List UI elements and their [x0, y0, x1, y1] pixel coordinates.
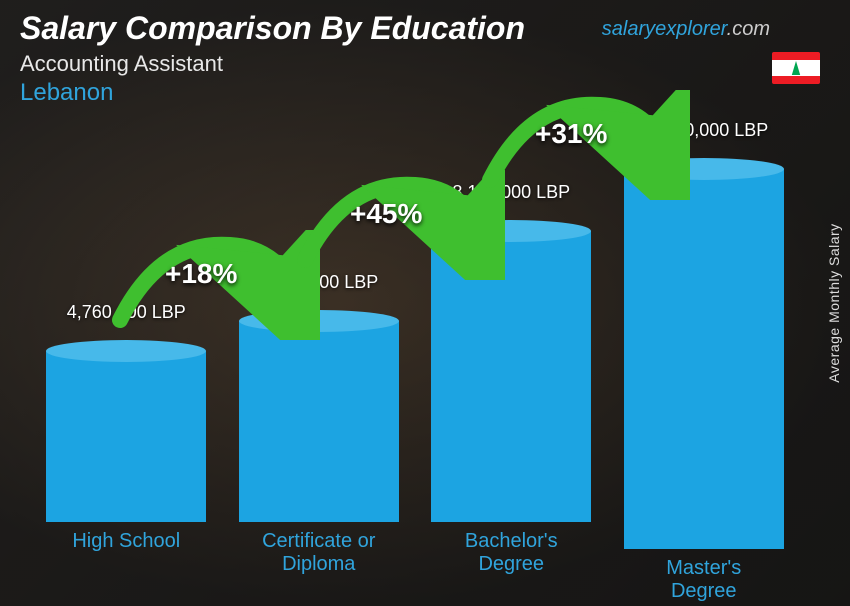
- chart-title: Salary Comparison By Education: [20, 10, 525, 47]
- bar-group: 4,760,000 LBP High School: [40, 120, 213, 576]
- bar-value: 8,110,000 LBP: [452, 182, 570, 203]
- increase-pct: +45%: [350, 198, 422, 230]
- flag-icon: [772, 52, 820, 84]
- brand-logo: salaryexplorer.com: [602, 18, 770, 41]
- job-subtitle: Accounting Assistant: [20, 51, 830, 77]
- bar: [46, 329, 206, 522]
- bar-label: Certificate orDiploma: [262, 530, 375, 576]
- increase-pct: +31%: [535, 118, 607, 150]
- bar: [239, 299, 399, 522]
- bar-label: Master'sDegree: [666, 557, 741, 603]
- yaxis-label: Average Monthly Salary: [826, 223, 842, 382]
- brand-suffix: .com: [727, 18, 770, 40]
- bar-value: 4,760,000 LBP: [67, 302, 186, 323]
- bar-value: 10,600,000 LBP: [639, 120, 768, 141]
- bar-group: 10,600,000 LBP Master'sDegree: [618, 120, 791, 576]
- bar-value: 5,600,000 LBP: [259, 272, 378, 293]
- bar-label: High School: [72, 530, 180, 576]
- bar-group: 8,110,000 LBP Bachelor'sDegree: [425, 120, 598, 576]
- header: Salary Comparison By Education salaryexp…: [20, 10, 830, 107]
- bar-label: Bachelor'sDegree: [465, 530, 558, 576]
- brand-main: salaryexplorer: [602, 18, 727, 40]
- bar: [624, 147, 784, 549]
- bar: [431, 209, 591, 522]
- increase-pct: +18%: [165, 258, 237, 290]
- bar-group: 5,600,000 LBP Certificate orDiploma: [233, 120, 406, 576]
- bar-chart: 4,760,000 LBP High School 5,600,000 LBP …: [40, 120, 790, 576]
- country-name: Lebanon: [20, 79, 830, 107]
